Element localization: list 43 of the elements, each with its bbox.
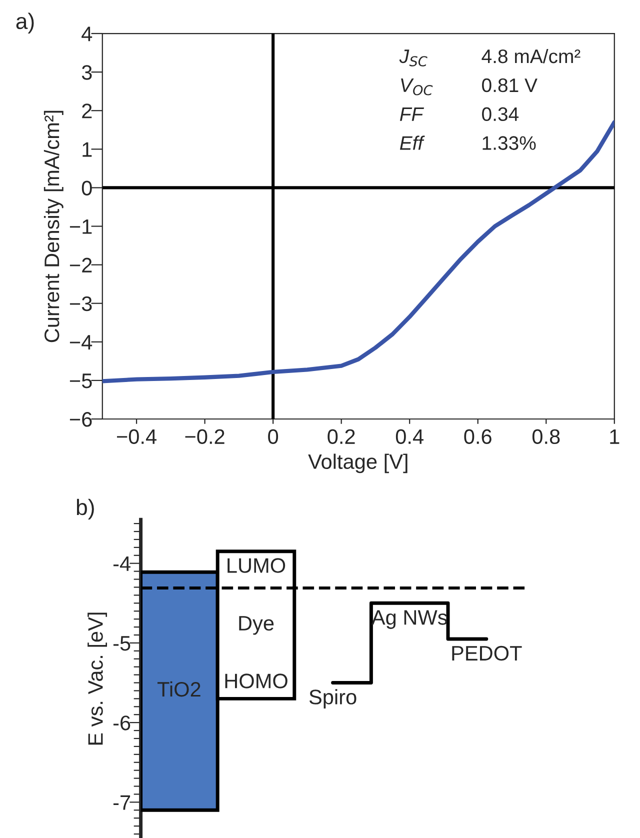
x-tick-label: 0.4 — [396, 429, 424, 444]
line-series — [102, 120, 614, 384]
y-tick-label: −3 — [70, 296, 92, 312]
category-label: Spiro — [309, 689, 356, 709]
y-tick-label: -7 — [113, 795, 130, 810]
x-tick-label: 0.6 — [464, 429, 492, 444]
y-tick-label: -6 — [113, 716, 130, 730]
y-axis-title: Current Density [mA/cm²] — [44, 110, 64, 342]
x-axis-title: Voltage [V] — [308, 454, 408, 474]
annotation: J$_{SC}$ — [399, 50, 428, 66]
y-tick-label: -4 — [113, 556, 130, 571]
annotation: FF — [400, 107, 424, 121]
x-tick-label: −0.2 — [185, 429, 224, 444]
y-tick-label: 2 — [82, 104, 92, 118]
y-tick-label: −4 — [70, 335, 92, 350]
x-tick-label: −0.4 — [117, 429, 156, 444]
category-label: PEDOT — [452, 646, 522, 661]
y-tick-label: -5 — [113, 636, 130, 651]
annotation: 4.8 mA/cm² — [482, 48, 580, 64]
annotation: 0.81 V — [482, 78, 538, 92]
chart-title: b) — [76, 498, 94, 520]
annotation: 0.34 — [482, 107, 519, 122]
y-tick-label: 0 — [82, 180, 92, 196]
annotation: Eff — [400, 136, 425, 150]
y-tick-label: −2 — [70, 258, 92, 272]
x-tick-label: 0.2 — [328, 429, 355, 444]
x-tick-label: 0.8 — [532, 429, 560, 444]
category-label: Dye — [239, 616, 274, 635]
x-tick-label: 1 — [610, 429, 620, 444]
y-tick-label: 3 — [82, 65, 92, 80]
annotation: V$_{OC}$ — [401, 78, 433, 96]
annotation: LUMO — [228, 558, 286, 573]
annotation: 1.33% — [482, 136, 536, 150]
annotation: HOMO — [225, 674, 288, 688]
y-tick-label: −1 — [70, 219, 92, 234]
y-tick-label: 4 — [82, 26, 92, 42]
category-label: TiO2 — [157, 681, 200, 697]
chart-title: a) — [16, 12, 34, 34]
y-axis-title: E vs. Vac. [eV] — [88, 612, 107, 745]
x-tick-label: 0 — [268, 429, 278, 444]
y-tick-label: −5 — [70, 374, 92, 388]
y-tick-label: −6 — [70, 412, 92, 427]
y-tick-label: 1 — [82, 142, 92, 157]
